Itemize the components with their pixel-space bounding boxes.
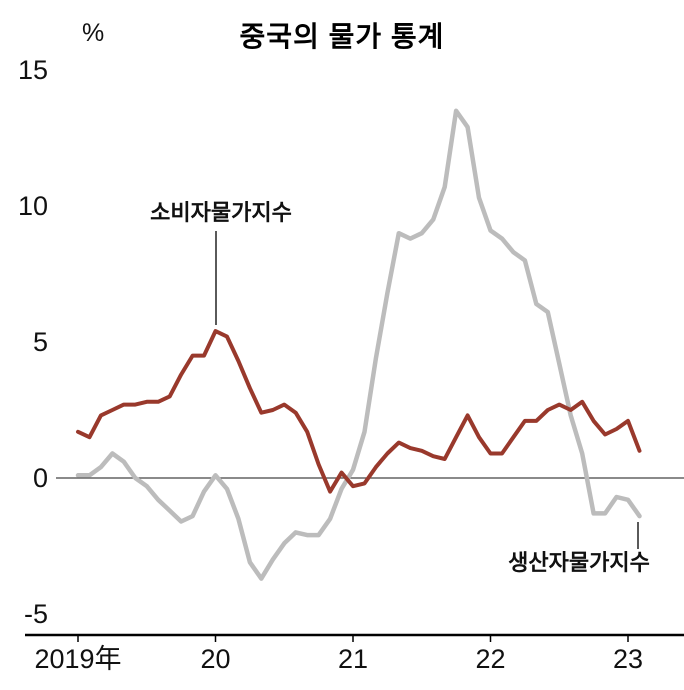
series-line-ppi [75,108,642,581]
y-axis-label: 5 [33,327,48,357]
y-axis-label: 15 [18,55,48,85]
y-axis-label: -5 [24,599,48,629]
series-line-cpi [76,329,642,494]
chart-title: 중국의 물가 통계 [239,21,445,52]
x-axis-label: 23 [613,644,643,674]
annotation-label-cpi: 소비자물가지수 [150,200,292,225]
y-axis-unit-label: % [82,19,105,47]
y-axis-label: 0 [33,463,48,493]
annotation-label-ppi: 생산자물가지수 [508,550,650,575]
x-axis-label: 20 [200,644,230,674]
x-axis-label: 22 [475,644,505,674]
x-axis-label: 2019年 [34,644,121,674]
x-axis-label: 21 [338,644,368,674]
y-axis-label: 10 [18,191,48,221]
